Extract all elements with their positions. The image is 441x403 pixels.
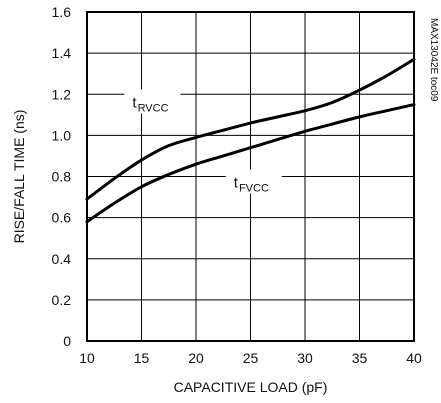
series-label-fvcc-subscript: FVCC xyxy=(239,183,269,195)
y-tick-label: 1.4 xyxy=(52,45,72,61)
x-tick-label: 10 xyxy=(79,350,95,366)
tick-layer: 10 15 20 25 30 35 40 0 0.2 0.4 0.6 0.8 1.0 1.2 1.4 1.6 xyxy=(52,4,422,366)
series-label-rvcc: tRVCC xyxy=(132,94,168,114)
y-tick-label: 1.2 xyxy=(52,86,72,102)
frame-layer xyxy=(86,11,415,342)
x-axis-title: CAPACITIVE LOAD (pF) xyxy=(174,379,328,395)
x-tick-label: 20 xyxy=(188,350,204,366)
series-label-fvcc: tFVCC xyxy=(234,175,269,195)
side-note: MAX13042E toc09 xyxy=(428,18,439,102)
y-tick-label: 1.0 xyxy=(52,127,72,143)
x-tick-label: 30 xyxy=(297,350,313,366)
series-layer xyxy=(85,57,416,224)
y-tick-label: 0.2 xyxy=(52,292,72,308)
series-label-rvcc-subscript: RVCC xyxy=(138,102,169,114)
y-tick-label: 0 xyxy=(63,333,71,349)
x-tick-label: 35 xyxy=(352,350,368,366)
series-label-fvcc-bg xyxy=(225,169,282,194)
y-tick-label: 0.4 xyxy=(52,251,72,267)
series-label-rvcc-main: t xyxy=(132,94,137,111)
y-tick-label: 0.6 xyxy=(52,210,72,226)
plot-frame xyxy=(86,11,415,342)
x-tick-label: 25 xyxy=(243,350,259,366)
x-tick-label: 40 xyxy=(406,350,422,366)
series-label-fvcc-main: t xyxy=(234,175,239,192)
series-rvcc-line xyxy=(85,57,416,201)
y-axis-title: RISE/FALL TIME (ns) xyxy=(11,110,27,244)
titles-layer: CAPACITIVE LOAD (pF) RISE/FALL TIME (ns)… xyxy=(11,18,439,395)
series-fvcc-line xyxy=(85,103,416,224)
y-tick-label: 0.8 xyxy=(52,169,72,185)
x-tick-label: 15 xyxy=(134,350,150,366)
y-tick-label: 1.6 xyxy=(52,4,72,20)
series-label-rvcc-bg xyxy=(124,89,181,114)
